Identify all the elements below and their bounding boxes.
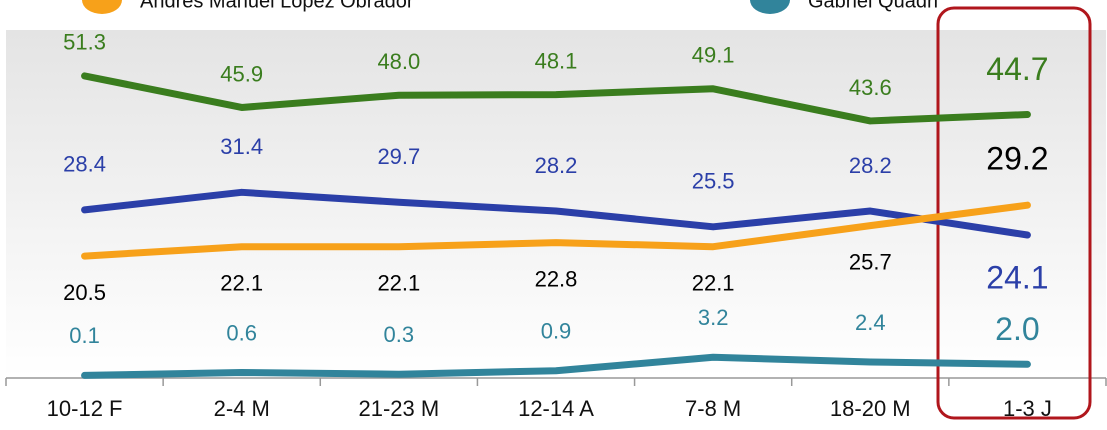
data-label: 29.2 bbox=[986, 141, 1048, 177]
legend-icon bbox=[750, 0, 790, 14]
legend-label: Gabriel Quadri bbox=[808, 0, 938, 12]
data-label: 0.3 bbox=[384, 322, 415, 347]
x-tick-label: 7-8 M bbox=[685, 396, 741, 421]
series-line bbox=[81, 188, 1031, 239]
data-label: 45.9 bbox=[220, 61, 263, 86]
x-tick-label: 18-20 M bbox=[830, 396, 911, 421]
data-label: 22.1 bbox=[220, 271, 263, 296]
data-label: 28.2 bbox=[535, 153, 578, 178]
plot-background bbox=[6, 30, 1106, 378]
legend-label: Andrés Manuel López Obrador bbox=[140, 0, 414, 12]
data-label: 22.8 bbox=[535, 266, 578, 291]
data-label: 0.1 bbox=[69, 323, 100, 348]
x-tick-label: 21-23 M bbox=[358, 396, 439, 421]
series-line bbox=[81, 201, 1031, 260]
data-label: 3.2 bbox=[698, 305, 729, 330]
data-label: 24.1 bbox=[986, 259, 1048, 295]
data-label: 49.1 bbox=[692, 43, 735, 68]
series-line bbox=[81, 72, 1031, 125]
data-label: 20.5 bbox=[63, 280, 106, 305]
highlight-box bbox=[936, 6, 1092, 420]
data-label: 28.4 bbox=[63, 152, 106, 177]
data-label: 48.0 bbox=[377, 49, 420, 74]
data-label: 25.7 bbox=[849, 249, 892, 274]
x-tick-label: 1-3 J bbox=[1003, 396, 1052, 421]
data-label: 48.1 bbox=[535, 48, 578, 73]
data-label: 22.1 bbox=[377, 271, 420, 296]
data-label: 31.4 bbox=[220, 134, 263, 159]
data-label: 25.5 bbox=[692, 169, 735, 194]
data-label: 0.6 bbox=[226, 320, 257, 345]
data-label: 44.7 bbox=[986, 51, 1048, 87]
data-label: 2.4 bbox=[855, 310, 886, 335]
legend-icon bbox=[82, 0, 122, 14]
data-label: 28.2 bbox=[849, 153, 892, 178]
data-label: 22.1 bbox=[692, 271, 735, 296]
x-tick-label: 2-4 M bbox=[214, 396, 270, 421]
data-label: 29.7 bbox=[377, 144, 420, 169]
x-tick-label: 12-14 A bbox=[518, 396, 594, 421]
data-label: 43.6 bbox=[849, 75, 892, 100]
x-tick-label: 10-12 F bbox=[47, 396, 123, 421]
data-label: 0.9 bbox=[541, 319, 572, 344]
data-label: 2.0 bbox=[995, 311, 1039, 347]
series-line bbox=[81, 353, 1031, 379]
data-label: 51.3 bbox=[63, 30, 106, 55]
